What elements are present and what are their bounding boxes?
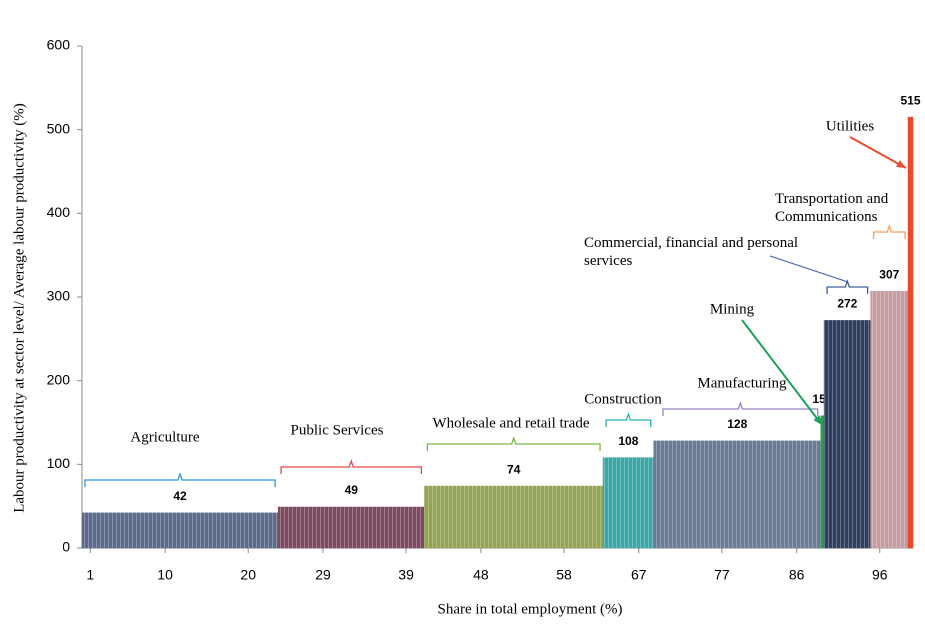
x-tick-label: 20 — [240, 567, 256, 583]
category-label: Transportation and Communications — [775, 191, 889, 225]
bar-texture — [870, 291, 909, 548]
category-label: Manufacturing — [697, 375, 787, 391]
category-label: Public Services — [291, 422, 384, 438]
bar — [907, 116, 914, 549]
y-tick-label: 500 — [47, 120, 71, 136]
y-tick-label: 100 — [47, 455, 71, 471]
value-label: 108 — [618, 434, 638, 448]
bracket — [662, 400, 819, 416]
value-label: 272 — [837, 297, 857, 311]
category-label: Agriculture — [130, 429, 199, 445]
value-label: 128 — [727, 417, 747, 431]
y-tick-label: 600 — [47, 37, 71, 53]
y-tick-label: 200 — [47, 371, 71, 387]
y-tick-label: 400 — [47, 204, 71, 220]
x-tick-label: 67 — [631, 567, 647, 583]
value-label: 307 — [879, 267, 899, 281]
category-label: Construction — [584, 391, 662, 407]
x-tick-label: 96 — [872, 567, 888, 583]
x-tick-label: 48 — [473, 567, 489, 583]
y-tick-label: 300 — [47, 288, 71, 304]
bar-texture — [278, 507, 425, 548]
category-label: Utilities — [826, 118, 874, 134]
value-label: 49 — [345, 483, 359, 497]
bracket — [826, 278, 869, 294]
category-label: Mining — [710, 301, 755, 317]
arrow-line — [741, 319, 823, 426]
bracket — [426, 435, 601, 451]
x-tick-label: 58 — [556, 567, 572, 583]
x-tick-label: 77 — [714, 567, 730, 583]
bar-texture — [653, 440, 821, 548]
bracket — [280, 458, 423, 474]
category-label-box: Commercial, financial and personal servi… — [584, 235, 799, 269]
category-label: Wholesale and retail trade — [432, 415, 589, 431]
value-label: 74 — [507, 462, 521, 476]
x-axis-title: Share in total employment (%) — [438, 601, 623, 617]
value-label: 42 — [173, 489, 187, 503]
arrow-head — [896, 160, 906, 168]
bar — [820, 415, 825, 549]
value-label: 515 — [900, 93, 920, 107]
category-label-box: Transportation and Communications — [775, 191, 889, 225]
bracket — [872, 223, 906, 239]
bracket — [605, 411, 652, 427]
bar-texture — [424, 486, 604, 548]
arrow-line — [849, 136, 907, 169]
bar-texture — [824, 320, 871, 548]
arrow-head — [813, 415, 822, 425]
x-tick-label: 10 — [157, 567, 173, 583]
bar-texture — [82, 512, 279, 548]
y-tick-label: 0 — [62, 539, 70, 555]
leader-line — [769, 255, 849, 283]
x-tick-label: 1 — [86, 567, 94, 583]
x-tick-label: 86 — [789, 567, 805, 583]
bar-texture — [603, 457, 654, 548]
x-tick-label: 29 — [315, 567, 331, 583]
x-tick-label: 39 — [398, 567, 414, 583]
y-axis-title: Labour productivity at sector level/ Ave… — [11, 103, 27, 513]
bracket — [84, 471, 276, 487]
category-label: Commercial, financial and personal servi… — [584, 235, 799, 269]
